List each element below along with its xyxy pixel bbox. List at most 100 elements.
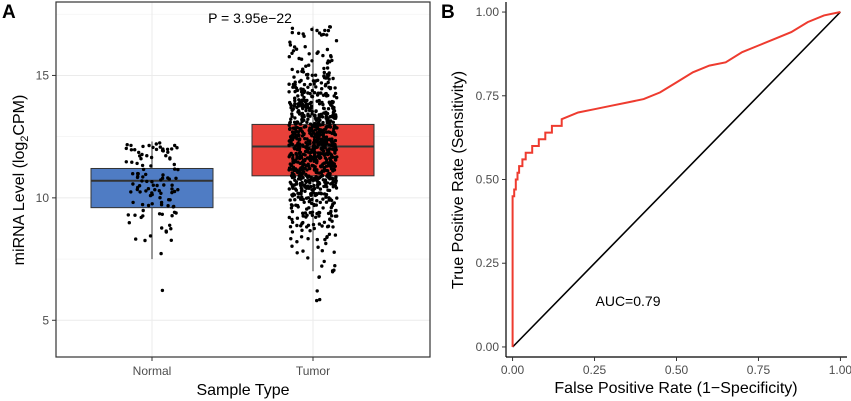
data-point — [315, 289, 319, 293]
data-point — [324, 241, 328, 246]
data-point — [144, 189, 148, 193]
data-point — [317, 153, 321, 158]
data-point — [312, 91, 317, 95]
data-point — [328, 122, 332, 127]
data-point — [149, 155, 154, 160]
data-point — [300, 187, 304, 192]
data-point — [311, 222, 316, 227]
data-point — [310, 112, 314, 116]
data-point — [311, 178, 315, 182]
data-point — [290, 67, 294, 72]
data-point — [294, 86, 299, 91]
data-point — [303, 157, 307, 162]
panel-a-letter: A — [2, 2, 16, 23]
data-point — [299, 90, 304, 94]
data-point — [320, 87, 324, 91]
data-point — [322, 259, 326, 264]
data-point — [307, 156, 312, 160]
series-roc — [511, 11, 841, 347]
data-point — [174, 176, 178, 180]
data-point — [315, 99, 319, 103]
data-point — [290, 112, 294, 116]
panel-a: A 5 10 15 Normal Tumor P = 3.95e−22 Sample … — [2, 1, 431, 399]
data-point — [287, 187, 291, 191]
data-point — [300, 93, 304, 97]
data-point — [290, 220, 295, 224]
data-point — [300, 228, 304, 232]
data-point — [333, 138, 338, 143]
data-point — [287, 90, 291, 94]
data-point — [306, 112, 310, 116]
data-point — [326, 80, 330, 85]
data-point — [300, 195, 304, 199]
data-point — [325, 33, 329, 37]
data-point — [302, 125, 306, 129]
data-point — [321, 178, 325, 182]
data-point — [293, 96, 297, 100]
panel-b-y-tick-label: 0.25 — [476, 256, 500, 270]
data-point — [146, 203, 151, 208]
data-point — [332, 168, 337, 172]
data-point — [309, 176, 313, 180]
data-point — [325, 225, 330, 229]
data-point — [173, 143, 177, 148]
panel-b-x-tick-label: 0.00 — [501, 363, 525, 377]
data-point — [326, 169, 330, 173]
data-point — [301, 211, 305, 215]
data-point — [328, 177, 332, 181]
data-point — [146, 187, 151, 191]
data-point — [307, 63, 311, 67]
data-point — [160, 212, 164, 216]
data-point — [170, 147, 174, 151]
data-point — [307, 206, 311, 210]
data-point — [143, 238, 147, 243]
data-point — [302, 95, 306, 100]
data-point — [324, 91, 328, 96]
data-point — [293, 198, 297, 202]
data-point — [130, 160, 134, 164]
data-point — [322, 70, 326, 75]
data-point — [307, 164, 311, 168]
data-point — [290, 171, 294, 175]
data-point — [332, 250, 336, 254]
data-point — [288, 153, 292, 157]
data-point — [297, 151, 301, 155]
data-point — [306, 237, 310, 241]
data-point — [310, 88, 315, 93]
data-point — [169, 227, 173, 231]
data-point — [326, 163, 331, 168]
data-point — [317, 210, 321, 215]
data-point — [328, 217, 332, 221]
data-point — [301, 214, 305, 218]
data-point — [307, 199, 311, 204]
data-point — [296, 70, 300, 74]
data-point — [289, 117, 293, 121]
data-point — [306, 184, 310, 188]
data-point — [126, 213, 130, 217]
panel-b-x-tick-label: 1.00 — [829, 363, 851, 377]
data-point — [312, 82, 316, 86]
data-point — [291, 132, 295, 136]
data-point — [292, 183, 296, 187]
data-point — [150, 180, 154, 184]
data-point — [315, 28, 319, 33]
data-point — [308, 159, 313, 163]
data-point — [308, 82, 312, 87]
data-point — [301, 70, 306, 74]
data-point — [299, 192, 303, 196]
data-point — [327, 232, 332, 236]
data-point — [302, 90, 306, 95]
data-point — [314, 170, 318, 175]
data-point — [325, 158, 329, 162]
data-point — [300, 129, 304, 133]
panel-b-y-tick-label: 1.00 — [476, 5, 500, 19]
data-point — [320, 100, 324, 105]
data-point — [325, 47, 330, 52]
data-point — [138, 190, 142, 194]
data-point — [324, 200, 329, 204]
data-point — [313, 150, 317, 154]
data-point — [295, 216, 300, 220]
data-point — [320, 174, 325, 178]
data-point — [314, 79, 318, 83]
data-point — [316, 245, 320, 249]
